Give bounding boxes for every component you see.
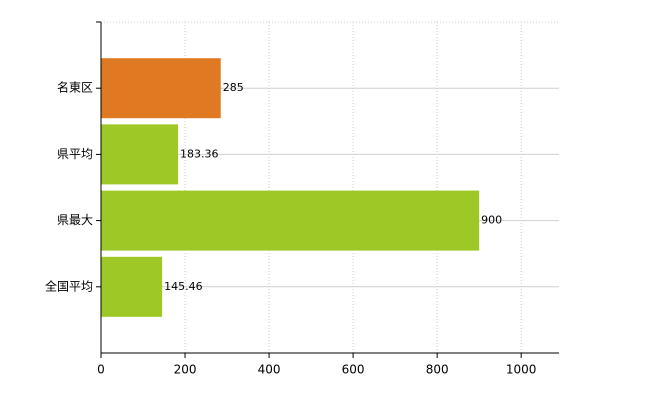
y-tick-label: 県最大 xyxy=(57,213,93,227)
data-label: 285 xyxy=(223,81,244,94)
y-tick-label: 名東区 xyxy=(57,80,93,95)
bar xyxy=(101,256,163,317)
y-tick-label: 県平均 xyxy=(57,147,93,161)
x-tick-label: 800 xyxy=(426,363,449,377)
x-tick-label: 200 xyxy=(174,363,197,377)
x-tick-label: 400 xyxy=(258,363,281,377)
x-tick-label: 600 xyxy=(342,363,365,377)
y-tick-label: 全国平均 xyxy=(45,278,93,293)
data-label: 900 xyxy=(481,214,502,227)
bar xyxy=(101,190,480,251)
x-tick-label: 1000 xyxy=(506,363,537,377)
x-tick-label: 0 xyxy=(97,363,105,377)
bar xyxy=(101,124,179,185)
bar xyxy=(101,58,221,119)
data-label: 183.36 xyxy=(180,147,219,160)
data-label: 145.46 xyxy=(164,280,203,293)
